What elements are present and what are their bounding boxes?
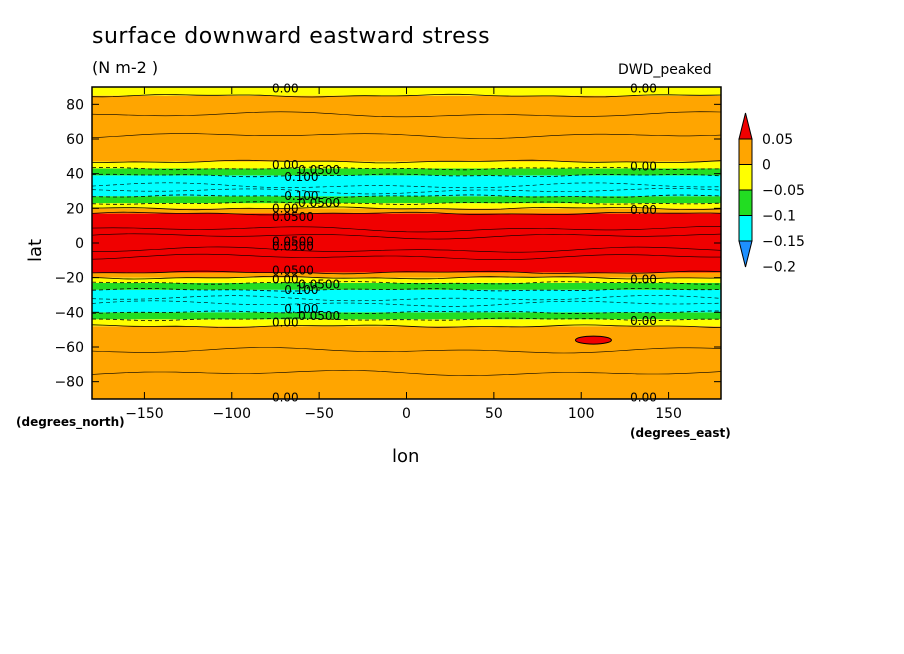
contour-label: 0.100: [284, 283, 318, 297]
y-axis-ticks: −80 −60 −40 −20 0 20 40 60 80: [54, 97, 721, 391]
contour-label: 0.0500: [272, 234, 314, 248]
y-axis-units: (degrees_north): [16, 415, 125, 429]
red-patch: [574, 335, 612, 345]
x-tick-label: −150: [125, 406, 163, 422]
zonal-band: [92, 312, 721, 320]
zonal-band: [92, 168, 721, 176]
zonal-band: [92, 319, 721, 327]
zonal-band: [92, 289, 721, 313]
model-name: DWD_peaked: [618, 62, 712, 78]
colorbar: 0.05 0 −0.05 −0.1 −0.15 −0.2: [738, 112, 805, 276]
colorbar-segment: [738, 164, 753, 191]
contour-fill-layer: [92, 87, 721, 399]
contour-label: 0.0500: [272, 239, 314, 253]
y-tick-label: 60: [66, 132, 84, 148]
contour-label: 0.00: [630, 314, 657, 328]
x-axis-ticks: −150 −100 −50 0 50 100 150: [125, 87, 682, 422]
x-tick-label: −100: [213, 406, 251, 422]
zonal-band: [92, 95, 721, 162]
contour-label: 0.00: [630, 272, 657, 286]
colorbar-level-label: −0.1: [762, 209, 796, 225]
contour-label-layer: 0.00 0.000.00 0.05000.1000.000.1000.05000.…: [272, 82, 657, 405]
contour-label: 0.100: [284, 189, 318, 203]
zonal-band: [92, 203, 721, 209]
y-tick-label: 0: [75, 236, 84, 252]
colorbar-segment: [738, 189, 753, 216]
contour-line: [91, 226, 722, 233]
y-tick-label: 40: [66, 167, 84, 183]
x-tick-label: 100: [568, 406, 595, 422]
colorbar-segment: [738, 215, 753, 242]
chart-units: (N m-2 ): [92, 58, 159, 77]
contour-label: 0.00: [630, 203, 657, 217]
x-tick-label: −50: [304, 406, 334, 422]
contour-label: 0.00: [272, 158, 299, 172]
x-tick-label: 0: [402, 406, 411, 422]
contour-label: 0.00: [272, 272, 299, 286]
contour-label: 0.100: [284, 302, 318, 316]
contour-label: 0.0500: [298, 278, 340, 292]
y-tick-label: 80: [66, 97, 84, 113]
contour-label: 0.00: [630, 160, 657, 174]
contour-line: [92, 159, 722, 164]
zonal-band: [92, 208, 721, 214]
contour-label: 0.00: [272, 201, 299, 215]
contour-line: [91, 324, 722, 328]
zonal-band: [92, 175, 721, 197]
contour-line: [91, 253, 721, 261]
colorbar-arrow-top: [738, 112, 753, 140]
colorbar-level-label: 0.05: [762, 132, 793, 148]
contour-line: [91, 93, 722, 98]
contour-label: 0.100: [284, 170, 318, 184]
y-tick-label: 20: [66, 201, 84, 217]
zonal-band: [92, 277, 721, 283]
y-tick-label: −60: [54, 340, 84, 356]
contour-label: 0.0500: [298, 163, 340, 177]
contour-label: 0.0500: [272, 264, 314, 278]
y-tick-label: −40: [54, 305, 84, 321]
zonal-band: [92, 196, 721, 204]
contour-label: 0.00: [272, 316, 299, 330]
colorbar-level-label: 0: [762, 158, 771, 174]
contour-label: 0.00: [272, 390, 299, 404]
contour-label: 0.00: [630, 390, 657, 404]
colorbar-arrow-bottom: [738, 240, 753, 268]
y-tick-label: −80: [54, 375, 84, 391]
zonal-band: [92, 326, 721, 399]
contour-label: 0.00: [630, 82, 657, 96]
contour-label: 0.0500: [298, 196, 340, 210]
colorbar-segment: [738, 138, 753, 165]
contour-label: 0.0500: [272, 210, 314, 224]
colorbar-level-label: −0.2: [762, 260, 796, 276]
colorbar-level-label: −0.05: [762, 183, 805, 199]
x-axis-units: (degrees_east): [630, 426, 731, 440]
contour-line: [92, 206, 722, 211]
contour-line: [91, 111, 722, 118]
chart-title: surface downward eastward stress: [92, 24, 491, 49]
contour-label: 0.00: [272, 82, 299, 96]
contour-line: [91, 211, 722, 216]
y-tick-label: −20: [54, 271, 84, 287]
contour-line-layer: [91, 93, 722, 376]
contour-line: [91, 347, 722, 354]
x-tick-label: 150: [655, 406, 682, 422]
zonal-band: [92, 161, 721, 169]
zonal-band: [92, 282, 721, 290]
contour-line: [91, 275, 722, 280]
x-axis-label: lon: [392, 446, 420, 467]
zonal-band: [92, 213, 721, 273]
contour-line: [91, 233, 722, 240]
contour-line: [91, 270, 722, 275]
contour-line: [91, 370, 722, 376]
zonal-band: [92, 272, 721, 278]
x-tick-label: 50: [485, 406, 503, 422]
contour-line: [91, 133, 722, 139]
contour-line: [92, 246, 722, 253]
contour-label: 0.0500: [298, 309, 340, 323]
colorbar-level-label: −0.15: [762, 234, 805, 250]
